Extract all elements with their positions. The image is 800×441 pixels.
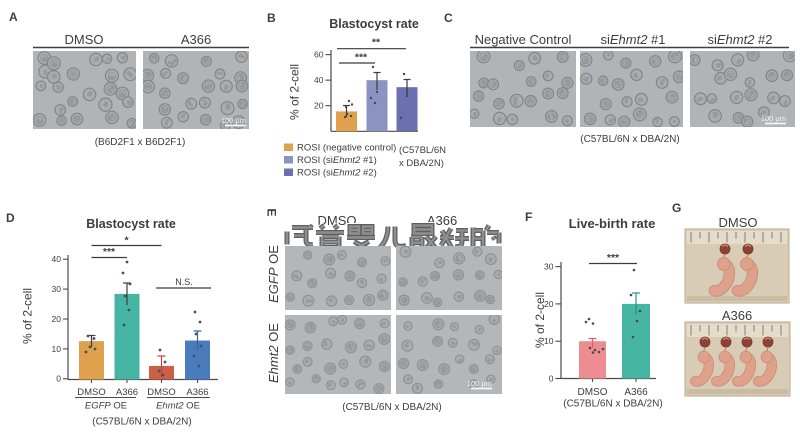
svg-text:DMSO: DMSO (578, 387, 608, 398)
svg-text:% of 2-cell: % of 2-cell (533, 292, 547, 348)
svg-text:A366: A366 (722, 308, 752, 323)
svg-text:ROSI (negative control): ROSI (negative control) (297, 143, 396, 154)
svg-text:C: C (444, 11, 453, 25)
svg-text:siEhmt2 #2: siEhmt2 #2 (707, 32, 772, 47)
svg-text:(C57BL/6N x DBA/2N): (C57BL/6N x DBA/2N) (342, 402, 441, 413)
svg-text:B: B (267, 11, 276, 25)
svg-text:ROSI (siEhmt2 #1): ROSI (siEhmt2 #1) (297, 155, 377, 166)
svg-text:A366: A366 (624, 387, 648, 398)
svg-text:EGFP OE: EGFP OE (85, 401, 127, 412)
svg-text:30: 30 (544, 262, 554, 272)
svg-text:F: F (525, 210, 532, 224)
svg-text:10: 10 (544, 336, 554, 346)
svg-text:N.S.: N.S. (175, 277, 193, 287)
svg-text:A: A (9, 10, 18, 24)
svg-text:40: 40 (314, 75, 324, 85)
svg-text:0: 0 (549, 373, 554, 383)
svg-text:100 μm: 100 μm (761, 114, 786, 123)
svg-text:Negative Control: Negative Control (475, 32, 572, 47)
svg-text:(C57BL/6N: (C57BL/6N (399, 145, 446, 156)
svg-text:E: E (265, 208, 279, 216)
svg-text:(B6D2F1 x B6D2F1): (B6D2F1 x B6D2F1) (95, 137, 186, 148)
svg-text:***: *** (355, 52, 368, 64)
svg-text:Ehmt2 OE: Ehmt2 OE (266, 323, 281, 383)
svg-text:40: 40 (52, 254, 62, 264)
svg-text:Ehmt2 OE: Ehmt2 OE (156, 401, 200, 412)
svg-text:*: * (124, 235, 129, 247)
svg-text:% of 2-cell: % of 2-cell (21, 288, 35, 344)
svg-text:Live-birth rate: Live-birth rate (569, 216, 656, 231)
svg-text:Blastocyst rate: Blastocyst rate (86, 217, 176, 231)
svg-text:**: ** (372, 37, 381, 49)
svg-text:DMSO: DMSO (147, 387, 176, 398)
svg-text:ROSI (siEhmt2 #2): ROSI (siEhmt2 #2) (297, 168, 377, 179)
svg-text:20: 20 (52, 314, 62, 324)
svg-text:100 μm: 100 μm (467, 379, 492, 388)
svg-text:20: 20 (314, 101, 324, 111)
svg-text:(C57BL/6N x DBA/2N): (C57BL/6N x DBA/2N) (580, 134, 679, 145)
svg-text:DMSO: DMSO (719, 215, 758, 230)
svg-text:Blastocyst rate: Blastocyst rate (329, 17, 419, 31)
svg-text:G: G (672, 201, 681, 215)
svg-text:DMSO: DMSO (77, 387, 106, 398)
svg-text:DMSO: DMSO (65, 32, 104, 47)
svg-text:(C57BL/6N x DBA/2N): (C57BL/6N x DBA/2N) (92, 417, 191, 428)
svg-text:x DBA/2N): x DBA/2N) (399, 158, 444, 169)
svg-text:0: 0 (56, 374, 61, 384)
svg-text:% of 2-cell: % of 2-cell (288, 64, 302, 120)
svg-text:(C57BL/6N x DBA/2N): (C57BL/6N x DBA/2N) (563, 399, 662, 410)
svg-text:EGFP OE: EGFP OE (266, 245, 281, 303)
svg-text:20: 20 (544, 299, 554, 309)
svg-text:A366: A366 (186, 387, 208, 398)
svg-text:A366: A366 (116, 387, 138, 398)
svg-text:***: *** (607, 252, 620, 264)
svg-text:D: D (6, 211, 15, 225)
svg-text:***: *** (103, 246, 116, 258)
svg-text:100 μm: 100 μm (221, 116, 246, 125)
svg-text:siEhmt2 #1: siEhmt2 #1 (600, 32, 665, 47)
svg-text:60: 60 (314, 50, 324, 60)
svg-text:A366: A366 (181, 32, 211, 47)
svg-text:30: 30 (52, 284, 62, 294)
svg-text:10: 10 (52, 344, 62, 354)
